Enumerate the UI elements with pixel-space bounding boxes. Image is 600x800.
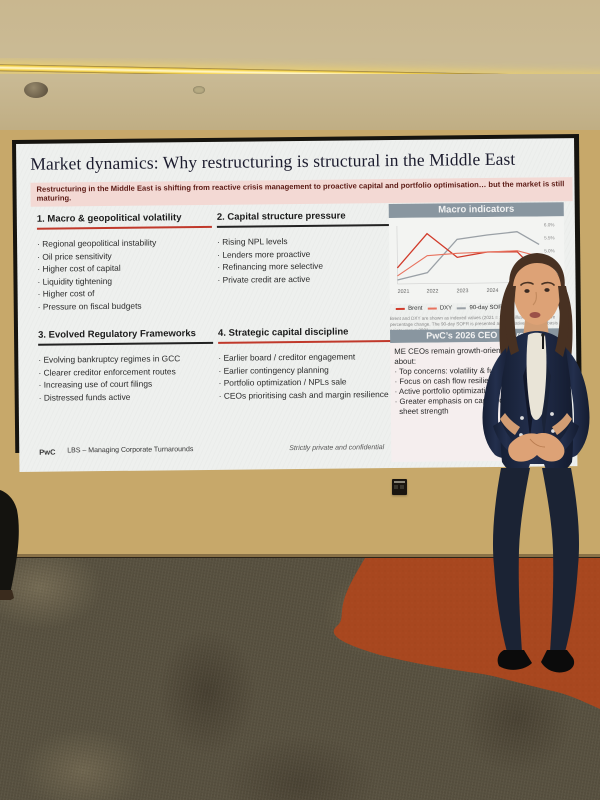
svg-text:2021: 2021	[398, 289, 410, 295]
svg-text:6.0%: 6.0%	[544, 222, 555, 227]
svg-text:2022: 2022	[427, 289, 439, 295]
